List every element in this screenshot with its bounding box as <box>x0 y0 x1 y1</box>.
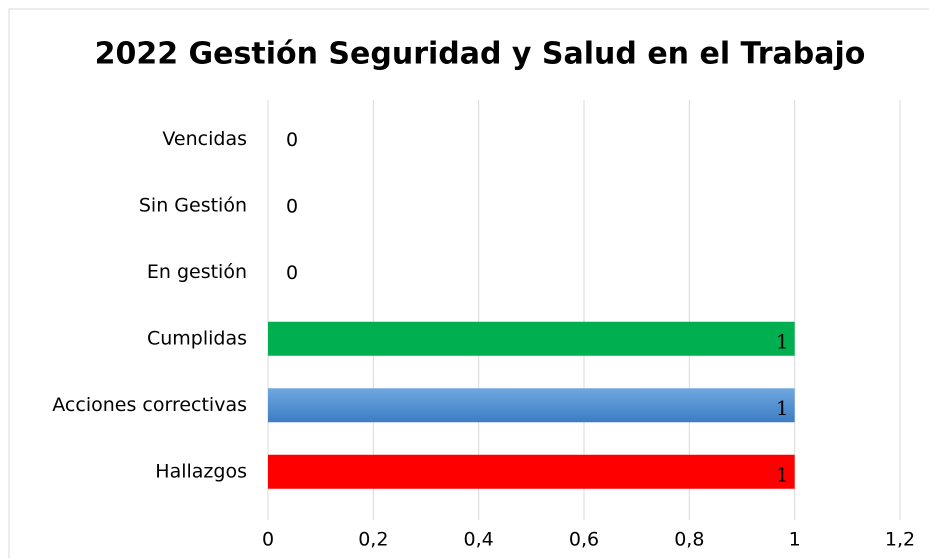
value-label: 1 <box>776 396 789 420</box>
chart-border <box>8 8 929 558</box>
y-tick-label: En gestión <box>147 261 247 283</box>
x-tick-label: 0,2 <box>358 529 388 551</box>
value-label: 0 <box>286 129 298 151</box>
y-tick-label: Acciones correctivas <box>52 394 247 416</box>
x-tick-label: 0,8 <box>674 529 704 551</box>
value-label: 0 <box>286 195 298 217</box>
x-tick-label: 0 <box>262 529 274 551</box>
y-tick-label: Hallazgos <box>155 460 247 482</box>
x-tick-label: 1,2 <box>885 529 915 551</box>
x-tick-label: 0,6 <box>569 529 599 551</box>
bar <box>268 388 795 423</box>
x-tick-label: 0,4 <box>464 529 494 551</box>
y-tick-label: Vencidas <box>162 128 247 150</box>
chart-title: 2022 Gestión Seguridad y Salud en el Tra… <box>95 37 866 72</box>
value-label: 1 <box>776 329 789 353</box>
x-tick-label: 1 <box>789 529 801 551</box>
y-tick-label: Sin Gestión <box>139 194 247 216</box>
value-label: 0 <box>286 262 298 284</box>
y-tick-label: Cumplidas <box>147 327 247 349</box>
bar <box>268 454 795 489</box>
bar <box>268 321 795 356</box>
value-label: 1 <box>776 462 789 486</box>
